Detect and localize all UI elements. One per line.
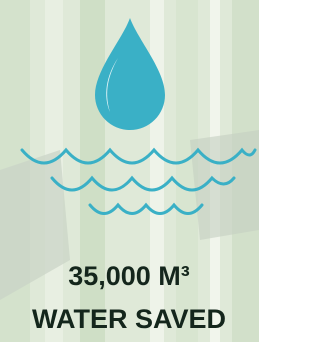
stat-label: WATER SAVED (32, 304, 226, 334)
stat-value: 35,000 M³ (68, 261, 190, 291)
water-saved-tile: 35,000 M³ WATER SAVED (0, 0, 259, 342)
